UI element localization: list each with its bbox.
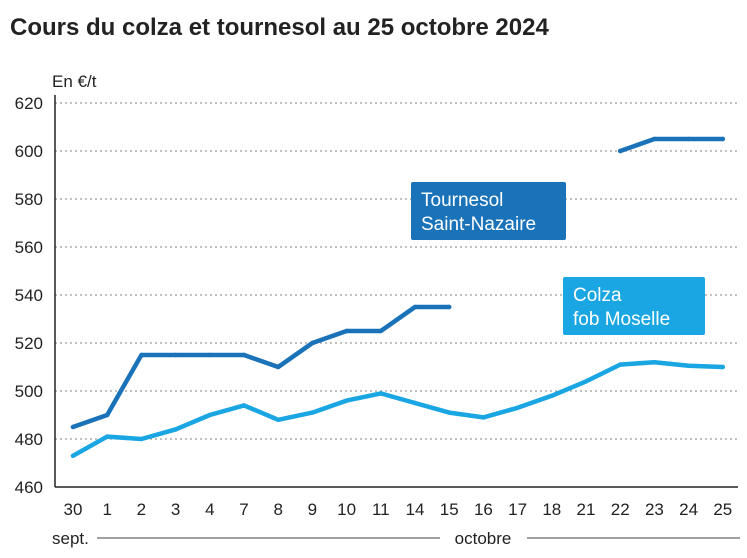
y-tick-label: 580 <box>15 190 43 209</box>
series-line-tournesol <box>617 136 726 154</box>
data-point <box>344 328 349 334</box>
y-tick-label: 520 <box>15 334 43 353</box>
x-tick-label: 21 <box>577 500 596 519</box>
y-tick-label: 600 <box>15 142 43 161</box>
series-layer <box>70 136 726 459</box>
x-tick-label: 10 <box>337 500 356 519</box>
x-tick-label: 24 <box>679 500 698 519</box>
x-tick-label: 2 <box>137 500 146 519</box>
data-point <box>515 405 520 410</box>
data-point <box>720 136 725 142</box>
data-point <box>310 340 315 346</box>
series-label-text: Tournesol <box>421 190 503 211</box>
y-axis-unit-label: En €/t <box>52 72 97 91</box>
data-point <box>447 410 452 415</box>
x-tick-label: 25 <box>713 500 732 519</box>
data-point <box>583 379 589 384</box>
month-label-octobre: octobre <box>455 529 512 548</box>
data-point <box>276 364 281 370</box>
x-tick-label: 15 <box>440 500 459 519</box>
y-tick-label: 620 <box>15 94 43 113</box>
x-tick-label: 18 <box>542 500 561 519</box>
data-point <box>378 391 383 396</box>
series-label-box <box>411 182 566 240</box>
y-tick-label: 460 <box>15 478 43 497</box>
data-point <box>618 148 623 154</box>
data-point <box>652 136 657 142</box>
data-point <box>276 417 281 422</box>
data-point <box>447 304 452 310</box>
x-tick-label: 7 <box>239 500 248 519</box>
data-point <box>549 393 554 398</box>
x-tick-label: 23 <box>645 500 664 519</box>
data-point <box>652 360 657 365</box>
data-point <box>173 352 178 358</box>
data-point <box>618 362 623 367</box>
x-tick-label: 14 <box>406 500 425 519</box>
data-point <box>70 424 76 430</box>
series-label-text: Colza <box>573 285 622 306</box>
x-tick-label: 8 <box>273 500 282 519</box>
data-point <box>173 427 178 432</box>
x-tick-label: 9 <box>308 500 317 519</box>
data-point <box>720 364 725 370</box>
data-point <box>344 398 349 403</box>
data-point <box>686 363 691 368</box>
data-point <box>241 403 247 408</box>
data-point <box>70 453 76 458</box>
data-point <box>139 352 144 358</box>
y-tick-label: 560 <box>15 238 43 257</box>
data-point <box>686 136 691 142</box>
series-line-tournesol <box>70 304 452 430</box>
x-tick-label: 30 <box>64 500 83 519</box>
data-point <box>412 400 418 406</box>
month-label-sept: sept. <box>52 529 89 548</box>
x-tick-label: 16 <box>474 500 493 519</box>
data-point <box>481 415 486 420</box>
grid-layer <box>55 102 738 440</box>
x-tick-label: 4 <box>205 500 214 519</box>
series-line-colza <box>70 359 726 459</box>
data-point <box>241 352 247 358</box>
x-tick-label: 11 <box>372 500 390 519</box>
data-point <box>378 328 383 334</box>
y-tick-label: 500 <box>15 382 43 401</box>
data-point <box>207 412 212 418</box>
series-label-text: Saint-Nazaire <box>421 214 536 235</box>
data-point <box>412 304 418 310</box>
data-point <box>207 352 212 358</box>
x-tick-label: 1 <box>102 500 111 519</box>
data-point <box>105 434 110 439</box>
data-point <box>105 412 110 418</box>
data-point <box>310 410 315 415</box>
data-point <box>139 436 144 442</box>
series-label-box <box>563 277 705 335</box>
x-tick-label: 17 <box>508 500 527 519</box>
x-tick-label: 3 <box>171 500 180 519</box>
y-tick-label: 480 <box>15 430 43 449</box>
x-tick-label: 22 <box>611 500 630 519</box>
series-label-layer: Tournesol Saint-Nazaire Colza fob Moselle <box>411 182 705 335</box>
series-label-text: fob Moselle <box>573 309 670 330</box>
y-tick-label: 540 <box>15 286 43 305</box>
chart-title: Cours du colza et tournesol au 25 octobr… <box>10 14 549 41</box>
